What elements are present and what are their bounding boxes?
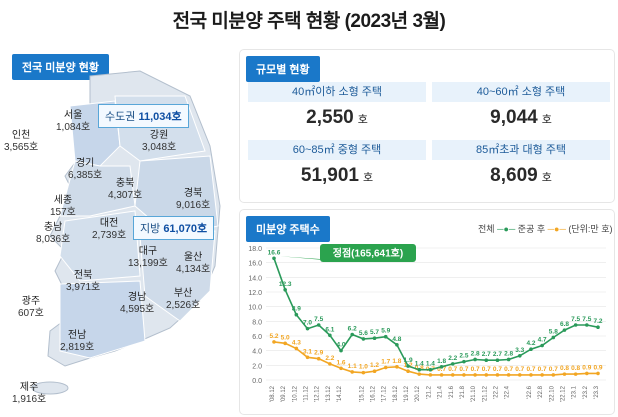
region-busan: 부산 2,526호 [166,288,201,311]
nationwide-badge: 전국 미분양 현황 [12,54,109,80]
region-incheon: 인천 3,565호 [4,130,39,153]
region-sejong: 세종 157호 [50,195,76,218]
region-jeju: 제주 1,916호 [12,382,47,405]
size-badge: 규모별 현황 [246,56,320,82]
region-ulsan: 울산 4,134호 [176,252,211,275]
chart-badge: 미분양 주택수 [246,216,330,242]
size-grid: 40㎡이하 소형 주택 2,550 호 40~60㎡ 소형 주택 9,044 호 6… [248,82,610,194]
region-gyeongbuk: 경북 9,016호 [176,188,211,211]
chart-legend: 전체 ─●─ 준공 후 ─●─ (단위:만 호) [478,224,613,234]
page-title: 전국 미분양 주택 현황 (2023년 3월) [172,11,446,32]
region-gangwon: 강원 3,048호 [142,130,177,153]
size-cell-60to85: 60~85㎡ 중형 주택 51,901 호 [248,140,426,194]
region-jeonbuk: 전북 3,971호 [66,270,101,293]
korea-map [31,70,221,395]
size-cell-40to60: 40~60㎡ 소형 주택 9,044 호 [432,82,610,136]
region-gyeongnam: 경남 4,595호 [120,292,155,315]
region-gyeonggi: 경기 6,385호 [68,158,103,181]
region-jeonnam: 전남 2,819호 [60,330,95,353]
region-chungnam: 충남 8,036호 [36,222,71,245]
size-cell-under40: 40㎡이하 소형 주택 2,550 호 [248,82,426,136]
region-gwangju: 광주 607호 [18,296,44,319]
region-chungbuk: 충북 4,307호 [108,178,143,201]
local-summary: 지방 61,070호 [133,216,215,240]
size-cell-over85: 85㎡초과 대형 주택 8,609 호 [432,140,610,194]
capital-summary: 수도권 11,034호 [98,104,189,128]
region-daegu: 대구 13,199호 [128,246,168,269]
region-seoul: 서울 1,084호 [56,110,91,133]
region-daejeon: 대전 2,739호 [92,218,127,241]
